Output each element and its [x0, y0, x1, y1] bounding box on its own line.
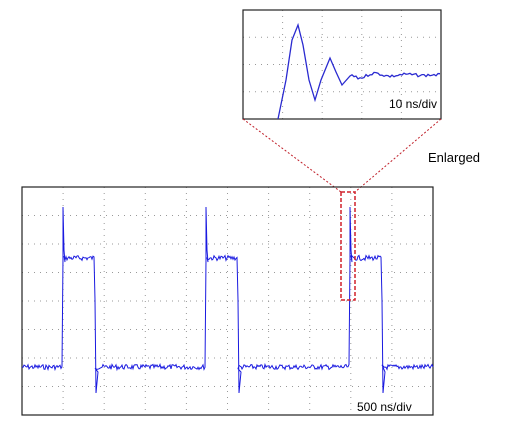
- zoom-box: [340, 191, 356, 301]
- zoom-line: [354, 118, 442, 193]
- inset-grid: [243, 10, 441, 119]
- scope-frame: [21, 186, 434, 416]
- main-waveform: [21, 206, 434, 394]
- zoom-line: [242, 118, 342, 193]
- inset-waveform: [277, 22, 441, 120]
- main-grid: [22, 187, 433, 415]
- enlarged-label: Enlarged: [428, 150, 480, 165]
- inset-scale-label: 10 ns/div: [389, 97, 437, 111]
- inset-frame: [242, 9, 442, 120]
- main-scale-label: 500 ns/div: [357, 400, 412, 414]
